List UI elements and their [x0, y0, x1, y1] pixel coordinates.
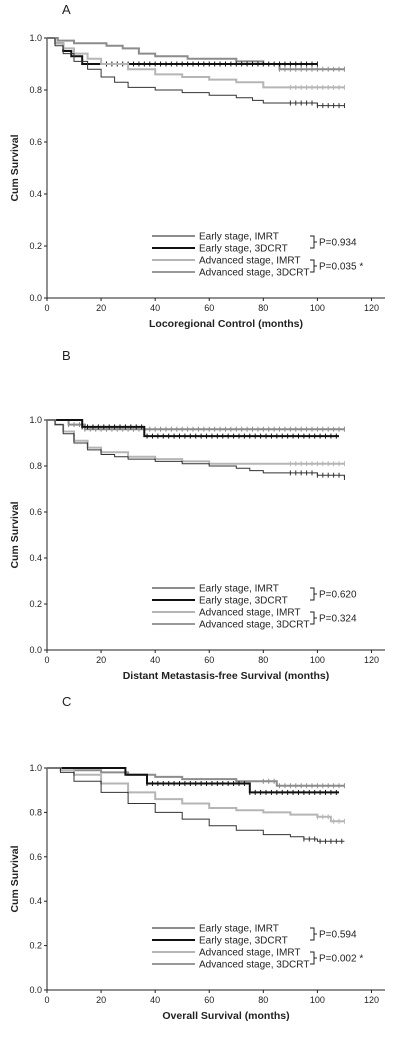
- y-tick-label: 0.0: [29, 985, 42, 995]
- p-value-label: P=0.594: [319, 930, 357, 941]
- x-tick-label: 100: [310, 995, 325, 1005]
- legend-label-2: Advanced stage, IMRT: [199, 256, 301, 267]
- legend-label-3: Advanced stage, 3DCRT: [199, 268, 309, 279]
- y-tick-label: 0.0: [29, 645, 42, 655]
- x-tick-label: 20: [96, 655, 106, 665]
- series-line-3: [47, 37, 345, 107]
- x-tick-label: 0: [44, 303, 49, 313]
- series-line-1: [47, 767, 339, 794]
- series-line-3: [47, 767, 345, 842]
- x-tick-label: 120: [364, 655, 379, 665]
- y-tick-label: 0.8: [29, 461, 42, 471]
- series-line-1: [47, 419, 339, 438]
- p-value-label: P=0.934: [319, 238, 357, 249]
- y-tick-label: 1.0: [29, 763, 42, 773]
- x-tick-label: 100: [310, 655, 325, 665]
- p-value-label: P=0.620: [319, 590, 357, 601]
- series-line-2: [47, 37, 345, 89]
- legend-label-1: Early stage, 3DCRT: [199, 596, 288, 607]
- legend-label-2: Advanced stage, IMRT: [199, 608, 301, 619]
- series-line-2: [47, 767, 345, 823]
- series-line-1: [47, 37, 318, 65]
- p-bracket: [310, 235, 315, 249]
- y-tick-label: 0.4: [29, 553, 42, 563]
- x-tick-label: 60: [204, 303, 214, 313]
- x-axis-title: Overall Survival (months): [162, 1010, 289, 1022]
- x-tick-label: 120: [364, 995, 379, 1005]
- y-tick-label: 0.8: [29, 85, 42, 95]
- x-tick-label: 80: [258, 995, 268, 1005]
- x-tick-label: 80: [258, 303, 268, 313]
- x-tick-label: 120: [364, 303, 379, 313]
- chart-panel-b: B 0.0 0.2 0.4 0.6 0.8 1.0 0 20 40 60 80 100 120 Distan…: [9, 348, 385, 682]
- p-value-label: P=0.035 *: [319, 262, 363, 273]
- y-axis-title: Cum Survival: [9, 501, 21, 568]
- p-value-label: P=0.002 *: [319, 954, 363, 965]
- series-line-3: [47, 419, 345, 478]
- legend-label-3: Advanced stage, 3DCRT: [199, 960, 309, 971]
- y-tick-label: 0.4: [29, 189, 42, 199]
- y-tick-label: 0.2: [29, 241, 42, 251]
- y-tick-label: 0.2: [29, 599, 42, 609]
- p-bracket: [310, 259, 315, 273]
- y-tick-label: 0.6: [29, 507, 42, 517]
- panel-letter: C: [62, 694, 71, 709]
- x-tick-label: 60: [204, 655, 214, 665]
- p-bracket: [310, 927, 315, 941]
- panel-letter: A: [62, 2, 71, 17]
- x-tick-label: 20: [96, 995, 106, 1005]
- p-bracket: [310, 587, 315, 601]
- y-tick-label: 0.6: [29, 137, 42, 147]
- chart-panel-c: C 0.0 0.2 0.4 0.6 0.8 1.0 0 20 40 60 80 100 120 Overal…: [9, 694, 385, 1022]
- legend-label-1: Early stage, 3DCRT: [199, 244, 288, 255]
- legend-label-2: Advanced stage, IMRT: [199, 948, 301, 959]
- x-tick-label: 0: [44, 655, 49, 665]
- y-tick-label: 0.6: [29, 852, 42, 862]
- y-axis-title: Cum Survival: [9, 134, 21, 201]
- legend-label-3: Advanced stage, 3DCRT: [199, 620, 309, 631]
- y-tick-label: 0.2: [29, 941, 42, 951]
- p-value-label: P=0.324: [319, 614, 357, 625]
- panel-letter: B: [62, 348, 71, 363]
- y-tick-label: 1.0: [29, 415, 42, 425]
- legend-label-1: Early stage, 3DCRT: [199, 936, 288, 947]
- x-axis-title: Distant Metastasis-free Survival (months…: [123, 670, 330, 682]
- x-tick-label: 20: [96, 303, 106, 313]
- series-line-0: [47, 767, 345, 787]
- legend-label-0: Early stage, IMRT: [199, 924, 279, 935]
- x-tick-label: 40: [150, 655, 160, 665]
- chart-panel-a: A 0.0 0.2 0.4 0.6 0.8 1.0 0 20 40 60 80 100 120 Locore…: [9, 2, 385, 330]
- p-bracket: [310, 951, 315, 965]
- y-tick-label: 0.8: [29, 807, 42, 817]
- y-tick-label: 0.4: [29, 896, 42, 906]
- y-axis-title: Cum Survival: [9, 845, 21, 912]
- p-bracket: [310, 611, 315, 625]
- x-tick-label: 80: [258, 655, 268, 665]
- y-tick-label: 1.0: [29, 33, 42, 43]
- x-tick-label: 100: [310, 303, 325, 313]
- x-tick-label: 0: [44, 995, 49, 1005]
- legend-label-0: Early stage, IMRT: [199, 584, 279, 595]
- x-tick-label: 40: [150, 995, 160, 1005]
- y-tick-label: 0.0: [29, 293, 42, 303]
- x-axis-title: Locoregional Control (months): [149, 318, 303, 330]
- x-tick-label: 60: [204, 995, 214, 1005]
- legend-label-0: Early stage, IMRT: [199, 232, 279, 243]
- x-tick-label: 40: [150, 303, 160, 313]
